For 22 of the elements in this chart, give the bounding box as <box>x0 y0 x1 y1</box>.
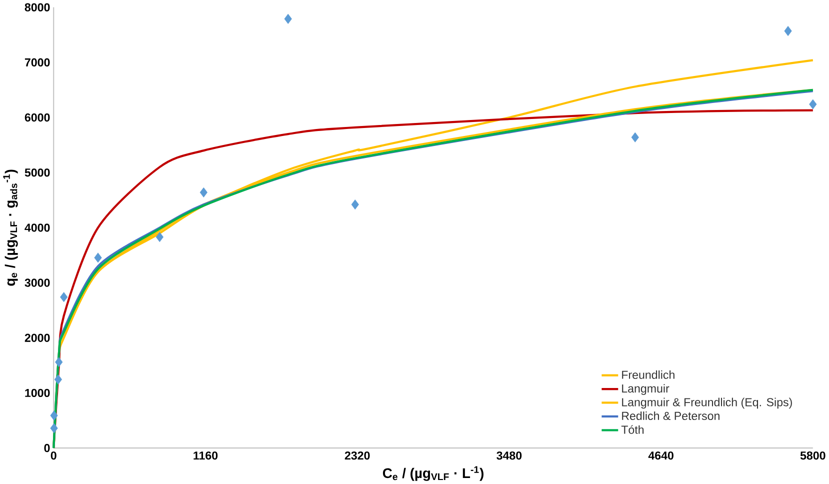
x-tick-label: 5800 <box>800 451 826 460</box>
y-tick-label: 5000 <box>24 168 50 177</box>
y-axis-title: q$_{e}$ / (µg$_{VLF}$ · g$_{ads}$$^{-1}$) <box>3 170 18 286</box>
x-tick-label: 4640 <box>648 451 674 460</box>
legend-label: Langmuir & Freundlich (Eq. Sips) <box>622 398 792 409</box>
y-tick-label: 6000 <box>24 113 50 122</box>
x-tick-label: 1160 <box>194 451 218 460</box>
legend-label: Redlich & Peterson <box>622 411 720 420</box>
y-tick-label: 3000 <box>24 278 50 287</box>
legend-label: Tóth <box>621 425 644 434</box>
y-tick-label: 2000 <box>24 334 50 342</box>
x-axis-title: C$_{e}$ / (µg$_{VLF}$ · L$^{-1}$) <box>382 466 484 481</box>
y-tick-label: 1000 <box>25 388 50 397</box>
y-tick-label: 8000 <box>24 3 50 12</box>
y-tick-label: 4000 <box>24 224 50 232</box>
y-tick-label: 7000 <box>24 58 50 66</box>
y-tick-label: 0 <box>44 444 50 452</box>
legend-label: Freundlich <box>622 370 674 379</box>
legend-label: Langmuir <box>622 384 670 395</box>
x-tick-label: 0 <box>50 451 56 460</box>
x-tick-label: 3480 <box>496 451 522 460</box>
x-tick-label: 2320 <box>344 451 370 460</box>
